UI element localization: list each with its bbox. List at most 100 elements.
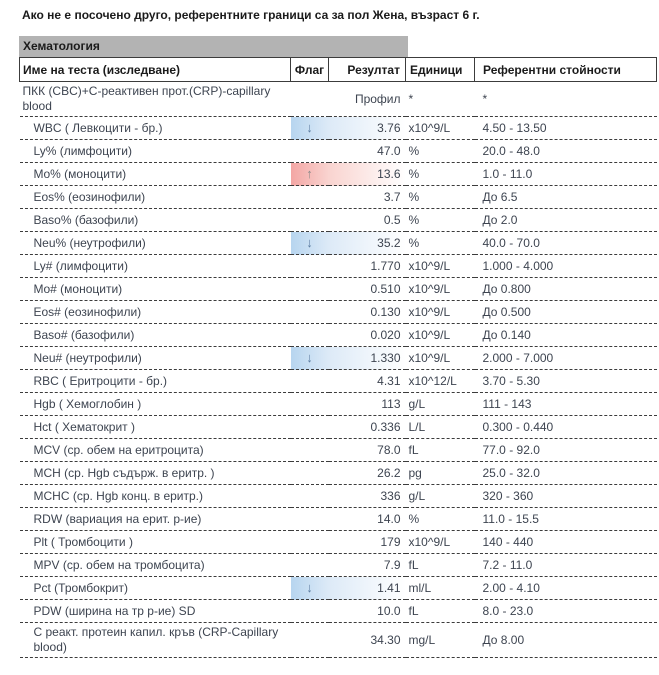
col-header-test-name: Име на теста (изследване): [19, 57, 291, 82]
test-name-cell: С реакт. протеин капил. кръв (CRP-Capill…: [19, 622, 291, 658]
result-cell: 1.770: [328, 254, 406, 278]
col-header-result: Резултат: [328, 57, 406, 82]
reference-cell: 4.50 - 13.50: [474, 116, 657, 140]
test-name-cell: PDW (ширина на тр р-ие) SD: [19, 599, 291, 623]
units-cell: x10^9/L: [405, 254, 475, 278]
flag-cell: [290, 484, 329, 508]
table-row: RDW (вариация на ерит. р-ие) 14.0% 11.0 - …: [19, 507, 657, 531]
result-cell: 13.6: [328, 162, 406, 186]
flag-cell: [290, 254, 329, 278]
result-cell: 3.76: [328, 116, 406, 140]
flag-cell: ↑: [290, 162, 329, 186]
units-cell: mg/L: [405, 622, 475, 658]
table-row: MPV (ср. обем на тромбоцита) 7.9 fL 7.2 - 1…: [19, 553, 657, 577]
units-cell: x10^12/L: [405, 369, 475, 393]
reference-cell: 40.0 - 70.0: [474, 231, 657, 255]
reference-cell: 0.300 - 0.440: [474, 415, 657, 439]
result-cell: 26.2: [328, 461, 406, 485]
table-row: Baso# (базофили) 0.020 x10^9/L До 0.140: [19, 323, 657, 347]
flag-cell: [290, 415, 329, 439]
result-cell: 78.0: [328, 438, 406, 462]
reference-cell: 7.2 - 11.0: [474, 553, 657, 577]
reference-cell: До 6.5: [474, 185, 657, 209]
table-row: Hct ( Хематокрит ) 0.336 L/L 0.300 - 0.440: [19, 415, 657, 439]
reference-cell: 3.70 - 5.30: [474, 369, 657, 393]
table-row: Mo# (моноцити) 0.510 x10^9/L До 0.800: [19, 277, 657, 301]
test-name-cell: Mo% (моноцити): [19, 162, 291, 186]
table-row: Baso% (базофили) 0.5% До 2.0: [19, 208, 657, 232]
reference-cell: 11.0 - 15.5: [474, 507, 657, 531]
units-cell: %: [405, 231, 475, 255]
reference-cell: 25.0 - 32.0: [474, 461, 657, 485]
units-cell: fL: [405, 599, 475, 623]
test-name-cell: Plt ( Тромбоцити ): [19, 530, 291, 554]
units-cell: g/L: [405, 484, 475, 508]
flag-cell: [290, 622, 329, 658]
result-cell: 35.2: [328, 231, 406, 255]
test-name-cell: MPV (ср. обем на тромбоцита): [19, 553, 291, 577]
result-cell: 14.0: [328, 507, 406, 531]
flag-cell: [290, 369, 329, 393]
units-cell: %: [405, 185, 475, 209]
result-cell: 34.30: [328, 622, 406, 658]
results-table: Име на теста (изследване) Флаг Резултат …: [19, 57, 657, 658]
col-header-units: Единици: [405, 57, 475, 82]
reference-cell: 8.0 - 23.0: [474, 599, 657, 623]
units-cell: x10^9/L: [405, 323, 475, 347]
result-cell: 336: [328, 484, 406, 508]
result-cell: 0.020: [328, 323, 406, 347]
result-cell: 0.510: [328, 277, 406, 301]
units-cell: g/L: [405, 392, 475, 416]
test-name-cell: MCV (ср. обем на еритроцита): [19, 438, 291, 462]
units-cell: %: [405, 139, 475, 163]
flag-cell: [290, 599, 329, 623]
flag-down-arrow-icon: ↓: [306, 580, 313, 595]
flag-cell: ↓: [290, 346, 329, 370]
table-row: Pct (Тромбокрит) ↓ 1.41 ml/L 2.00 - 4.10: [19, 576, 657, 600]
flag-cell: [290, 185, 329, 209]
section-header: Хематология: [19, 36, 408, 57]
test-name-cell: Baso# (базофили): [19, 323, 291, 347]
units-cell: %: [405, 208, 475, 232]
units-cell: ml/L: [405, 576, 475, 600]
table-row: MCV (ср. обем на еритроцита) 78.0 fL 77.0 -…: [19, 438, 657, 462]
reference-cell: До 0.500: [474, 300, 657, 324]
reference-cell: 1.0 - 11.0: [474, 162, 657, 186]
table-row: RBC ( Еритроцити - бр.) 4.31 x10^12/L 3.70 …: [19, 369, 657, 393]
result-cell: 1.41: [328, 576, 406, 600]
flag-down-arrow-icon: ↓: [306, 350, 313, 365]
result-cell: 4.31: [328, 369, 406, 393]
test-name-cell: RDW (вариация на ерит. р-ие): [19, 507, 291, 531]
table-row: WBC ( Левкоцити - бр.) ↓ 3.76 x10^9/L 4.50 -…: [19, 116, 657, 140]
reference-note: Ако не е посочено друго, референтните гр…: [22, 8, 480, 22]
units-cell: x10^9/L: [405, 116, 475, 140]
result-cell: 10.0: [328, 599, 406, 623]
result-cell: 1.330: [328, 346, 406, 370]
reference-cell: До 8.00: [474, 622, 657, 658]
test-name-cell: ПКК (CBC)+С-реактивен прот.(CRP)-capilla…: [19, 81, 291, 117]
result-cell: 0.5: [328, 208, 406, 232]
reference-cell: 20.0 - 48.0: [474, 139, 657, 163]
flag-cell: [290, 392, 329, 416]
flag-cell: [290, 530, 329, 554]
result-cell: 3.7: [328, 185, 406, 209]
units-cell: x10^9/L: [405, 300, 475, 324]
flag-down-arrow-icon: ↓: [306, 120, 313, 135]
table-row: MCHC (ср. Hgb конц. в еритр.) 336 g/L 320 -…: [19, 484, 657, 508]
table-row: С реакт. протеин капил. кръв (CRP-Capill…: [19, 622, 657, 658]
reference-cell: 140 - 440: [474, 530, 657, 554]
result-cell: 47.0: [328, 139, 406, 163]
units-cell: x10^9/L: [405, 277, 475, 301]
table-row: Neu# (неутрофили) ↓ 1.330 x10^9/L 2.000 - 7.…: [19, 346, 657, 370]
table-row: ПКК (CBC)+С-реактивен прот.(CRP)-capilla…: [19, 81, 657, 117]
reference-cell: 77.0 - 92.0: [474, 438, 657, 462]
flag-cell: [290, 139, 329, 163]
flag-down-arrow-icon: ↓: [306, 235, 313, 250]
test-name-cell: Eos% (еозинофили): [19, 185, 291, 209]
test-name-cell: MCHC (ср. Hgb конц. в еритр.): [19, 484, 291, 508]
units-cell: fL: [405, 438, 475, 462]
flag-cell: ↓: [290, 116, 329, 140]
units-cell: %: [405, 507, 475, 531]
units-cell: L/L: [405, 415, 475, 439]
units-cell: *: [405, 81, 475, 117]
